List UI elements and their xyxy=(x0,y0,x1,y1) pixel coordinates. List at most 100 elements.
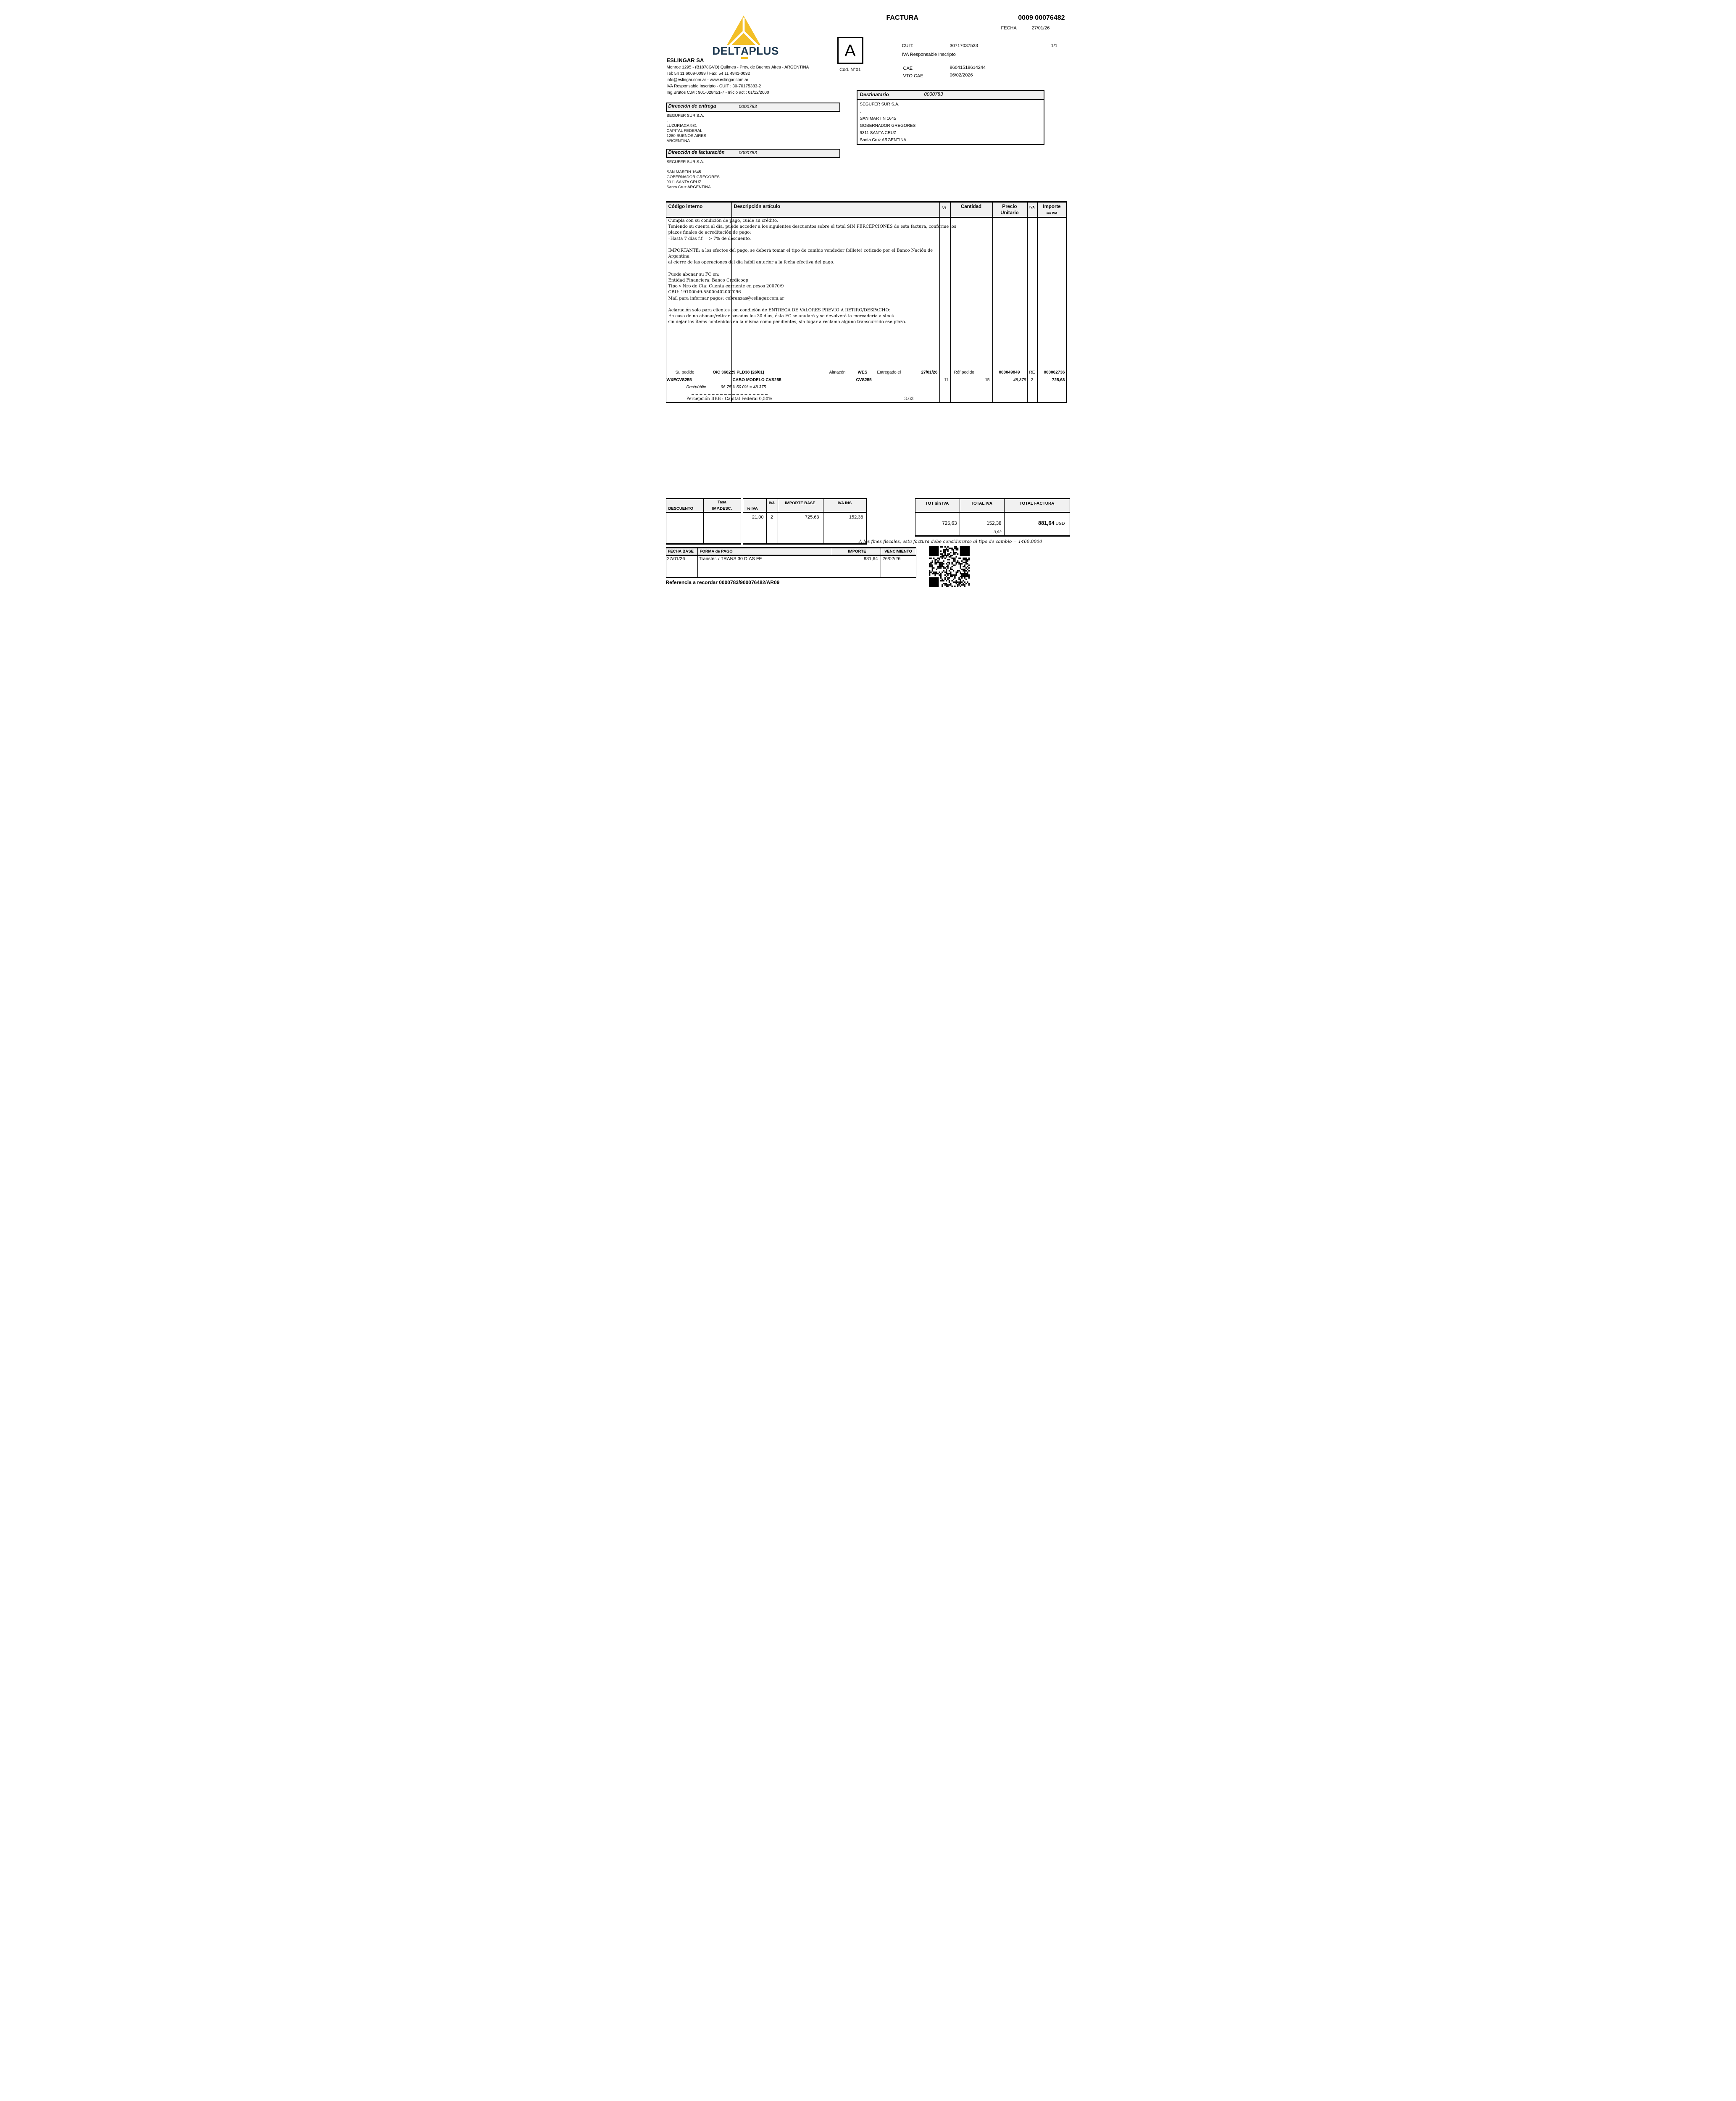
cod-label: Cod. N°01 xyxy=(839,67,861,72)
importe-base-value: 725,63 xyxy=(805,515,819,520)
item-importe: 725,63 xyxy=(1052,378,1065,382)
message-line: Mail para informar pagos: cobranzas@esli… xyxy=(668,296,784,301)
payment-table-header xyxy=(666,548,916,556)
col-divider xyxy=(697,547,698,578)
doc-type: FACTURA xyxy=(886,14,918,21)
entrega-line: 1280 BUENOS AIRES xyxy=(666,134,707,138)
ref-pedido-label: Réf pedido xyxy=(954,370,974,375)
vencimiento-label: VENCIMIENTO xyxy=(884,549,912,554)
importe-pago-value: 881,64 xyxy=(863,556,878,561)
facturacion-line: GOBERNADOR GREGORES xyxy=(666,175,720,179)
iva-condition: IVA Responsable Inscripto xyxy=(902,52,956,57)
forma-pago-label: FORMA de PAGO xyxy=(700,549,733,554)
destinatario-line: SAN MARTIN 1645 xyxy=(860,116,897,121)
message-line: IMPORTANTE: a los efectos del pago, se d… xyxy=(668,248,933,253)
percepcion-total-value: 3,63 xyxy=(994,530,1002,534)
message-line xyxy=(668,266,956,272)
pct-iva-value: 21,00 xyxy=(752,515,764,520)
col-iva-label: IVA xyxy=(1029,205,1035,209)
logo-wordmark-a: A xyxy=(741,45,749,59)
col-importe-label: Importe xyxy=(1043,204,1061,209)
vto-cae-value: 06/02/2026 xyxy=(950,73,973,78)
message-line: Tipo y Nro de Cta: Cuenta corriente en p… xyxy=(668,284,784,289)
col-divider xyxy=(939,203,940,402)
iva-ins-value: 152,38 xyxy=(849,515,863,520)
item-codigo: WXECVS255 xyxy=(666,378,692,382)
company-ib-line: Ing.Brutos C.M : 901-028451-7 - Inicio a… xyxy=(666,90,769,95)
total-iva-label: TOTAL IVA xyxy=(971,501,992,506)
items-message: Cumpla con su condición de pago, cuide s… xyxy=(668,218,956,326)
page-indicator: 1/1 xyxy=(1051,43,1057,48)
ref-pedido-value: 000049849 xyxy=(999,370,1020,375)
facturacion-line: . xyxy=(666,165,668,169)
total-factura-value: 881,64 USD xyxy=(1002,520,1065,526)
iva-code-value: 2 xyxy=(770,515,773,520)
fecha-base-value: 27/01/26 xyxy=(667,556,685,561)
totals-table-frame xyxy=(915,498,1070,537)
facturacion-line: SEGUFER SUR S.A. xyxy=(666,160,704,164)
item-separator xyxy=(691,394,768,395)
facturacion-line: SAN MARTIN 1645 xyxy=(666,170,701,174)
referencia-note: Referencia a recordar 0000783/900076482/… xyxy=(665,579,780,585)
col-vl-label: VL xyxy=(942,206,947,210)
col-divider xyxy=(992,203,993,402)
cuit-value: 30717037533 xyxy=(950,43,978,48)
items-table-frame xyxy=(665,201,1067,403)
logo-wordmark: DELTAPLUS xyxy=(710,45,781,59)
descuento-publico-label: Des/públic xyxy=(686,385,706,390)
cae-label: CAE xyxy=(903,66,913,71)
descuento-label: DESCUENTO xyxy=(668,506,693,511)
col-cantidad-label: Cantidad xyxy=(960,204,982,209)
message-line: CBU: 19100049-55000402007096 xyxy=(668,290,741,295)
message-line: sin dejar los ítems contenidos en la mis… xyxy=(668,320,906,325)
col-divider xyxy=(950,203,951,402)
destinatario-box xyxy=(856,90,1044,145)
entregado-label: Entregado el xyxy=(877,370,901,375)
message-line: Argentina xyxy=(668,254,689,259)
iva-col-label: IVA xyxy=(768,501,775,505)
message-line: plazos finales de acreditación de pago: xyxy=(668,230,751,235)
forma-pago-value: Transfer. / TRANS 30 DÍAS FF xyxy=(699,556,762,561)
destinatario-header xyxy=(857,91,1044,100)
message-line: Aclaración solo para clientes con condic… xyxy=(668,308,891,313)
destinatario-line: . xyxy=(860,109,861,114)
items-table-header xyxy=(666,203,1066,218)
message-line: Puede abonar su FC en: xyxy=(668,272,720,277)
payment-table-frame xyxy=(665,547,916,578)
entrega-line: . xyxy=(666,118,668,123)
iva-ins-label: IVA INS xyxy=(837,501,852,506)
iva-table-frame xyxy=(742,498,867,545)
cuit-label: CUIT: xyxy=(902,43,914,48)
almacen-value: WES xyxy=(857,370,868,375)
su-pedido-value: O/C 366229 PLD38 (26/01) xyxy=(713,370,764,375)
entrega-header xyxy=(665,103,840,112)
col-precio-label2: Unitario xyxy=(1000,211,1019,216)
facturacion-header xyxy=(665,149,840,158)
vencimiento-value: 26/02/26 xyxy=(882,556,901,561)
total-factura-currency: USD xyxy=(1055,521,1065,526)
destinatario-line: Santa Cruz ARGENTINA xyxy=(860,138,907,142)
col-divider xyxy=(1037,203,1038,402)
col-precio-label: Precio xyxy=(1002,204,1017,209)
message-line: –Hasta 7 días f.f. => 7% de descuento. xyxy=(668,236,751,241)
tot-sin-iva-value: 725,63 xyxy=(942,521,957,526)
company-web-line: info@eslingar.com.ar - www.eslingar.com.… xyxy=(666,78,749,82)
letter-a: A xyxy=(844,42,856,60)
almacen-label: Almacén xyxy=(829,370,846,375)
company-iva-line: IVA Responsable Inscripto - CUIT : 30-70… xyxy=(666,84,761,89)
destinatario-title: Destinatario xyxy=(860,92,889,97)
message-line: Entidad Financiera: Banco Credicoop xyxy=(668,278,748,283)
message-line xyxy=(668,242,956,248)
message-line: En caso de no abonar/retirar pasados los… xyxy=(668,314,894,319)
item-precio: 48,375 xyxy=(1013,378,1026,382)
pct-iva-label: % IVA xyxy=(747,506,758,511)
re-number: 000062736 xyxy=(1044,370,1065,375)
entrega-line: SEGUFER SUR S.A. xyxy=(666,113,704,118)
iva-table-header xyxy=(743,499,866,513)
col-descripcion-label: Descripción artículo xyxy=(734,204,781,209)
item-vl: 11 xyxy=(944,378,949,382)
destinatario-line: SEGUFER SUR S.A. xyxy=(860,102,900,107)
company-address-line: Monroe 1295 - (B1878GVO) Quilmes - Prov.… xyxy=(666,65,809,70)
entregado-value: 27/01/26 xyxy=(921,370,938,375)
vto-cae-label: VTO CAE xyxy=(903,74,923,79)
